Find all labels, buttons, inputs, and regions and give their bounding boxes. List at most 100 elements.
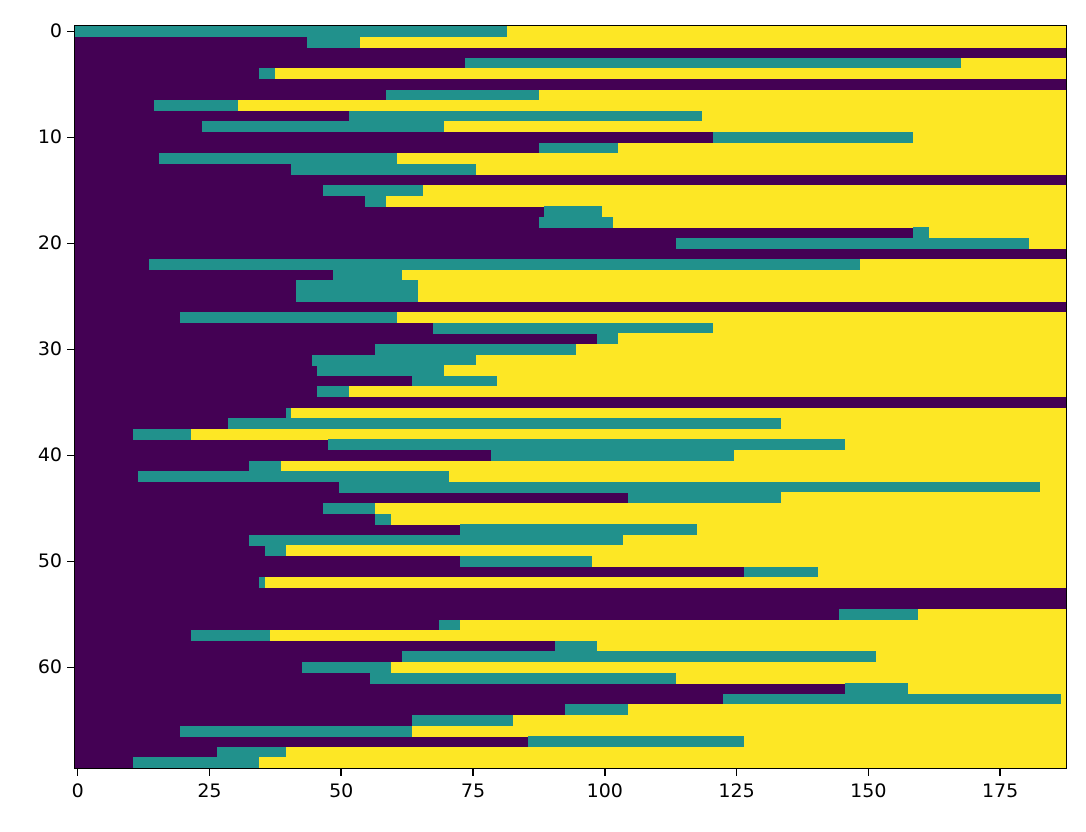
y-tick-label: 60: [37, 656, 62, 679]
row-27-high-segment: [396, 312, 1066, 324]
row-50-high-segment: [591, 556, 1066, 568]
row-10-high-segment: [913, 132, 1066, 144]
x-tick: [735, 769, 738, 776]
row-1-mid-segment: [306, 36, 361, 48]
row-34-mid-segment: [317, 386, 350, 398]
x-tick-label: 50: [329, 780, 354, 802]
row-63-high-segment: [1060, 693, 1066, 705]
row-10-mid-segment: [712, 132, 914, 144]
y-tick: [67, 136, 74, 139]
row-25-high-segment: [417, 291, 1066, 303]
row-47-high-segment: [697, 524, 1066, 536]
row-57-high-segment: [270, 630, 1066, 642]
row-61-high-segment: [675, 672, 1066, 684]
row-28-high-segment: [712, 322, 1066, 334]
row-58-mid-segment: [554, 640, 598, 652]
row-4-mid-segment: [259, 68, 276, 80]
row-30-high-segment: [575, 344, 1066, 356]
row-16-high-segment: [386, 195, 1066, 207]
y-tick-label: 20: [37, 232, 62, 255]
row-22-mid-segment: [148, 259, 861, 271]
row-23-mid-segment: [333, 269, 403, 281]
row-52-high-segment: [264, 577, 1066, 589]
row-0-high-segment: [507, 26, 1066, 38]
row-34-high-segment: [349, 386, 1066, 398]
row-8-mid-segment: [349, 110, 703, 122]
row-3-high-segment: [960, 57, 1066, 69]
row-59-mid-segment: [401, 651, 877, 663]
row-46-mid-segment: [375, 513, 392, 525]
row-37-high-segment: [781, 418, 1066, 430]
row-33-high-segment: [496, 375, 1066, 387]
row-62-high-segment: [907, 683, 1066, 695]
row-23-high-segment: [401, 269, 1066, 281]
row-36-high-segment: [291, 407, 1066, 419]
x-tick: [208, 769, 211, 776]
row-44-mid-segment: [628, 492, 782, 504]
row-51-high-segment: [818, 566, 1066, 578]
y-tick: [67, 348, 74, 351]
heatmap-plot-area: [75, 26, 1066, 768]
row-32-high-segment: [443, 365, 1066, 377]
row-18-mid-segment: [538, 216, 614, 228]
row-31-mid-segment: [312, 354, 477, 366]
row-56-mid-segment: [438, 619, 461, 631]
row-11-mid-segment: [538, 142, 619, 154]
row-45-high-segment: [375, 503, 1066, 515]
y-tick-label: 40: [37, 444, 62, 467]
row-17-high-segment: [602, 206, 1066, 218]
x-tick: [340, 769, 342, 776]
row-4-high-segment: [275, 68, 1066, 80]
y-tick: [67, 560, 74, 563]
x-tick-label: 25: [197, 780, 222, 802]
row-1-high-segment: [359, 36, 1066, 48]
row-59-high-segment: [876, 651, 1066, 663]
y-tick-label: 10: [37, 126, 62, 149]
row-48-high-segment: [623, 534, 1066, 546]
row-57-mid-segment: [190, 630, 271, 642]
row-28-mid-segment: [433, 322, 714, 334]
row-25-mid-segment: [296, 291, 419, 303]
row-64-mid-segment: [565, 704, 629, 716]
row-49-high-segment: [285, 545, 1066, 557]
row-62-mid-segment: [844, 683, 909, 695]
row-33-mid-segment: [412, 375, 498, 387]
row-39-high-segment: [844, 439, 1066, 451]
row-11-high-segment: [617, 142, 1066, 154]
row-20-mid-segment: [675, 238, 1030, 250]
row-46-high-segment: [391, 513, 1066, 525]
row-63-mid-segment: [723, 693, 1062, 705]
row-36-mid-segment: [285, 407, 292, 419]
row-9-mid-segment: [201, 121, 445, 133]
row-52-mid-segment: [259, 577, 266, 589]
row-41-high-segment: [280, 460, 1066, 472]
row-66-high-segment: [412, 725, 1066, 737]
row-18-high-segment: [612, 216, 1066, 228]
row-60-high-segment: [391, 662, 1066, 674]
row-50-mid-segment: [459, 556, 593, 568]
row-68-mid-segment: [217, 746, 287, 758]
row-45-mid-segment: [322, 503, 376, 515]
row-42-high-segment: [449, 471, 1066, 483]
row-55-high-segment: [918, 609, 1066, 621]
row-65-high-segment: [512, 715, 1066, 727]
x-tick-label: 125: [718, 780, 755, 802]
y-tick-label: 0: [49, 20, 62, 43]
row-15-mid-segment: [322, 185, 424, 197]
row-22-high-segment: [860, 259, 1066, 271]
row-30-mid-segment: [375, 344, 577, 356]
x-tick-label: 100: [586, 780, 623, 802]
row-42-mid-segment: [138, 471, 450, 483]
row-38-high-segment: [190, 428, 1066, 440]
row-9-high-segment: [443, 121, 1066, 133]
row-0-mid-segment: [75, 26, 508, 38]
row-17-mid-segment: [544, 206, 603, 218]
row-58-high-segment: [596, 640, 1066, 652]
row-67-high-segment: [744, 736, 1066, 748]
row-32-mid-segment: [317, 365, 445, 377]
row-61-mid-segment: [370, 672, 677, 684]
x-tick-label: 0: [71, 780, 84, 802]
x-tick: [76, 769, 79, 776]
row-39-mid-segment: [328, 439, 846, 451]
row-40-high-segment: [733, 450, 1066, 462]
